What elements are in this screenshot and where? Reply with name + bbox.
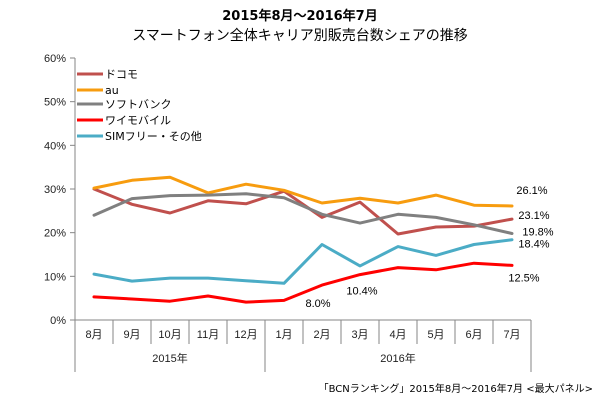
legend-label: au (105, 84, 119, 97)
legend-label: SIMフリー・その他 (105, 130, 202, 143)
source-note: 「BCNランキング」2015年8月～2016年7月 <最大パネル> (319, 382, 593, 395)
x-tick-label: 11月 (197, 329, 219, 341)
y-tick-label: 50% (44, 97, 66, 109)
data-label: 12.5% (508, 272, 539, 284)
x-tick-label: 12月 (234, 329, 257, 341)
x-tick-label: 4月 (389, 329, 406, 341)
x-tick-label: 6月 (465, 329, 482, 341)
axes: 0% 10% 20% 30% 40% 50% 60% 8月 9月 10月 11月 12月 1月 2月 3月 4… (44, 53, 532, 372)
chart-title: 2015年8月～2016年7月 (222, 8, 377, 24)
data-labels: 26.1% 23.1% 19.8%18.4% 12.5% 8.0% 10.4% (305, 185, 553, 310)
series-line-4 (92, 238, 514, 285)
y-tick-label: 40% (44, 140, 66, 152)
x-tick-label: 8月 (85, 329, 102, 341)
legend-label: ワイモバイル (105, 114, 171, 127)
series-line-3 (92, 261, 514, 304)
x-tick-label: 7月 (503, 329, 520, 341)
y-tick-label: 20% (44, 228, 66, 240)
x-tick-label: 1月 (275, 329, 292, 341)
series-line-2 (92, 192, 514, 235)
data-label: 26.1% (516, 185, 547, 197)
series-lines (92, 175, 514, 304)
x-tick-label: 9月 (123, 329, 140, 341)
series-line-1 (92, 175, 514, 208)
data-label: 8.0% (305, 298, 330, 310)
chart-subtitle: スマートフォン全体キャリア別販売台数シェアの推移 (132, 27, 468, 44)
legend-label: ソフトバンク (105, 98, 172, 111)
y-tick-label: 0% (50, 315, 66, 327)
x-tick-label: 5月 (427, 329, 444, 341)
year-group-label: 2015年 (152, 351, 187, 365)
data-label: 23.1% (518, 210, 549, 222)
data-label: 18.4% (518, 239, 549, 251)
x-tick-label: 3月 (351, 329, 368, 341)
legend-label: ドコモ (105, 68, 138, 81)
x-tick-label: 10月 (158, 329, 181, 341)
series-line-0 (92, 187, 514, 236)
y-tick-label: 60% (44, 53, 66, 65)
data-label: 19.8% (522, 227, 553, 239)
y-tick-label: 30% (44, 184, 66, 196)
y-tick-label: 10% (44, 271, 66, 283)
year-group-label: 2016年 (380, 351, 415, 365)
data-label: 10.4% (346, 286, 377, 298)
x-tick-label: 2月 (313, 329, 330, 341)
